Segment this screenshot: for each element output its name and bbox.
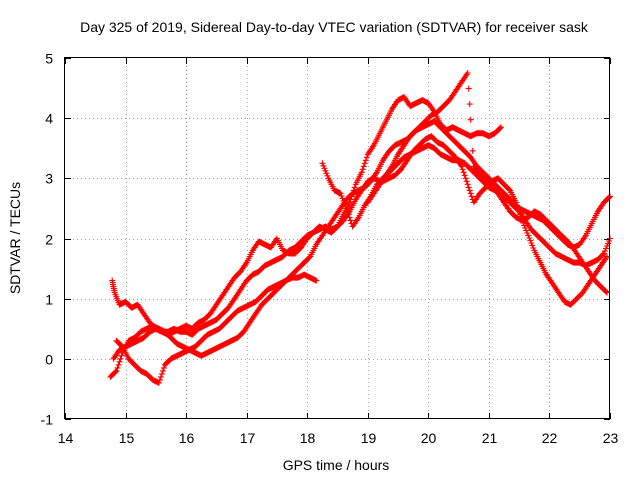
series-6	[364, 118, 613, 251]
y-tick-label: 1	[45, 292, 53, 308]
y-tick-label: 2	[45, 232, 53, 248]
plot-frame	[64, 57, 610, 419]
series-5	[319, 133, 610, 308]
x-tick-label: 15	[119, 430, 135, 446]
x-tick-label: 17	[240, 430, 256, 446]
x-tick-label: 18	[300, 430, 316, 446]
x-tick-label: 20	[421, 430, 437, 446]
x-tick-label: 23	[603, 430, 619, 446]
y-tick-label: -1	[41, 412, 54, 428]
y-tick-label: 5	[45, 51, 53, 67]
y-tick-label: 4	[45, 111, 53, 127]
x-axis-label: GPS time / hours	[283, 457, 390, 473]
y-tick-label: 3	[45, 171, 53, 187]
x-tick-label: 16	[179, 430, 195, 446]
series-markers	[319, 133, 610, 308]
series-markers	[113, 271, 320, 386]
series-3	[113, 271, 320, 386]
chart-title: Day 325 of 2019, Sidereal Day-to-day VTE…	[80, 19, 589, 35]
x-tick-label: 19	[361, 430, 377, 446]
x-tick-label: 21	[482, 430, 498, 446]
y-tick-label: 0	[45, 352, 53, 368]
y-axis-label: SDTVAR / TECUs	[7, 182, 23, 294]
x-tick-label: 22	[542, 430, 558, 446]
x-tick-label: 14	[58, 430, 74, 446]
data-series	[107, 70, 613, 386]
series-markers	[364, 118, 613, 251]
